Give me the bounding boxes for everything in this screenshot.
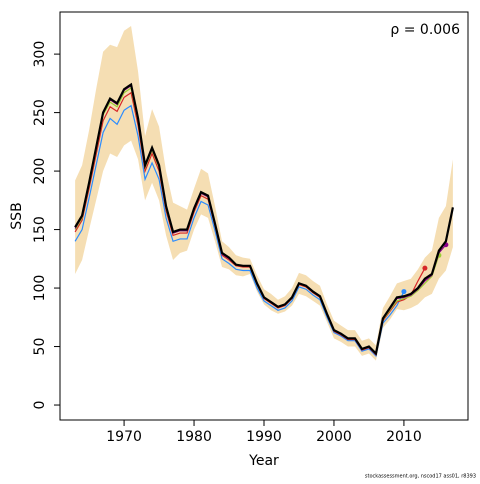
x-tick-label: 2010 <box>386 429 422 445</box>
retro-line <box>74 104 405 358</box>
y-tick-label: 0 <box>32 401 48 410</box>
y-tick-label: 100 <box>32 275 48 302</box>
y-tick-label: 250 <box>32 99 48 126</box>
x-tick-label: 1990 <box>246 429 282 445</box>
y-tick-label: 200 <box>32 158 48 185</box>
x-tick-label: 1970 <box>106 429 142 445</box>
footnote: stockassessment.org, nscod17 ass01, r839… <box>365 474 476 480</box>
x-tick-label: 1980 <box>176 429 212 445</box>
annotation: ρ = 0.006 <box>390 22 460 38</box>
retro-end-point <box>422 265 428 271</box>
y-tick-label: 50 <box>32 338 48 356</box>
x-tick-label: 2000 <box>316 429 352 445</box>
confidence-band <box>75 26 453 361</box>
retro-end-point <box>401 289 407 295</box>
y-axis-label: SSB <box>9 202 25 229</box>
y-tick-label: 300 <box>32 41 48 68</box>
retro-line <box>74 82 454 356</box>
y-tick-label: 150 <box>32 216 48 243</box>
x-axis-label: Year <box>248 453 279 469</box>
